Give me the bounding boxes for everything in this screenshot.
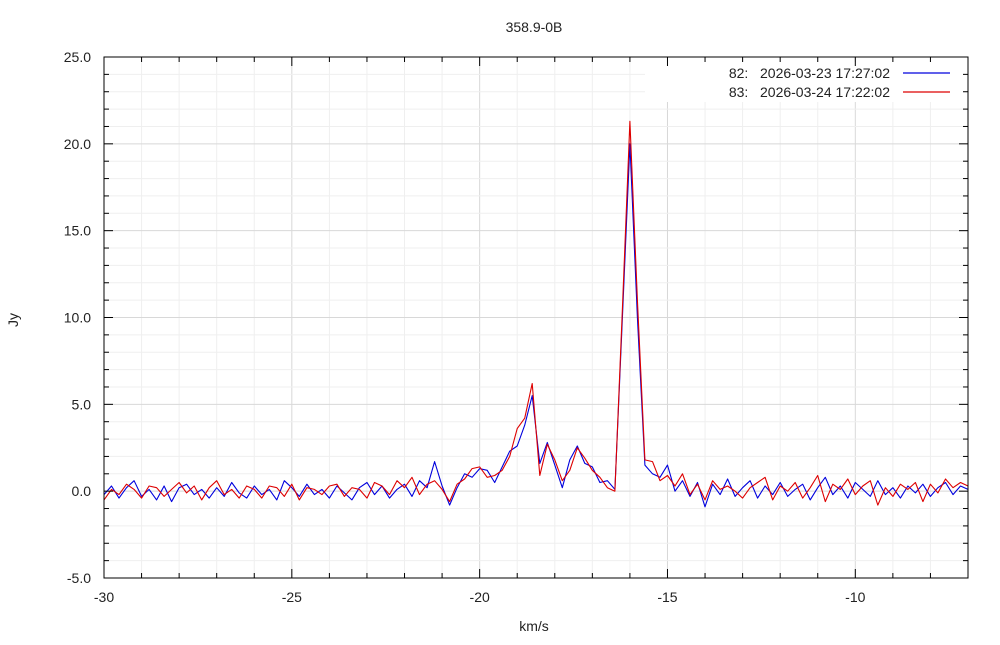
legend-background	[645, 62, 963, 102]
legend-label-83: 83: 2026-03-24 17:22:02	[729, 84, 890, 100]
x-tick-label: -25	[282, 589, 302, 605]
axis-ticks: -30 -25 -20 -15 -10 -5.0 0.0 5.0 10.0 15.0 20.0 25.…	[64, 49, 969, 605]
y-tick-label: 20.0	[64, 136, 91, 152]
legend: 82: 2026-03-23 17:27:02 83: 2026-03-24 1…	[645, 62, 963, 102]
x-tick-label: -10	[845, 589, 865, 605]
series-line-0	[103, 143, 969, 508]
series-layer	[103, 120, 969, 508]
x-axis-label: km/s	[519, 618, 549, 634]
chart-title: 358.9-0B	[506, 19, 563, 35]
y-tick-label: 0.0	[72, 483, 92, 499]
y-tick-label: 5.0	[72, 396, 92, 412]
y-axis-label: Jy	[5, 313, 21, 327]
grid	[103, 56, 969, 579]
x-tick-label: -30	[94, 589, 114, 605]
y-tick-label: 25.0	[64, 49, 91, 65]
x-tick-label: -15	[657, 589, 677, 605]
y-tick-label: 15.0	[64, 223, 91, 239]
y-tick-label: 10.0	[64, 310, 91, 326]
series-line-1	[103, 120, 969, 506]
legend-label-82: 82: 2026-03-23 17:27:02	[729, 65, 890, 81]
y-tick-label: -5.0	[67, 570, 91, 586]
x-tick-label: -20	[470, 589, 490, 605]
